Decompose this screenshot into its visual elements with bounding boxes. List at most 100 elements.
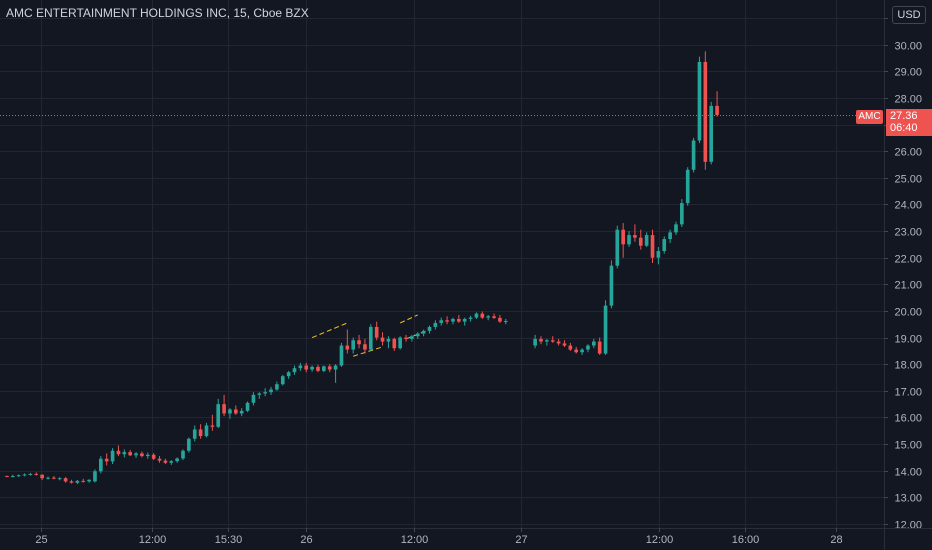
candle-body: [310, 366, 314, 370]
candle-body: [257, 393, 262, 395]
candle-body: [169, 461, 174, 463]
candle-body: [163, 460, 168, 463]
candle-up: [169, 460, 174, 465]
candle-body: [621, 229, 625, 245]
candle-body: [75, 480, 80, 483]
candle-body: [81, 480, 86, 482]
y-tick-label: 30.00: [894, 41, 922, 53]
candle-up: [451, 317, 455, 325]
candle-body: [145, 454, 150, 457]
candle-down: [392, 337, 397, 351]
y-tick-label: 18.00: [894, 360, 922, 372]
y-tick-label: 22.00: [894, 254, 922, 266]
candle-body: [421, 330, 426, 334]
candle-down: [633, 224, 637, 242]
candle-up: [298, 362, 303, 371]
candle-up: [503, 318, 508, 325]
candle-up: [275, 381, 279, 391]
candle-up: [462, 317, 467, 326]
candle-body: [69, 481, 74, 483]
y-tick-label: 15.00: [894, 440, 922, 452]
candle-down: [568, 342, 573, 351]
candle-up: [662, 236, 667, 254]
candle-body: [415, 333, 420, 337]
candle-body: [597, 341, 602, 354]
candle-body: [545, 340, 549, 342]
candle-up: [99, 456, 103, 474]
candle-body: [656, 251, 661, 258]
candle-body: [304, 365, 309, 370]
candle-down: [234, 405, 238, 415]
candle-body: [533, 338, 537, 346]
price-axis[interactable]: 12.00 13.00 14.00 15.00 16.00 17.00 18.00 19.00…: [884, 0, 922, 550]
candle-body: [327, 366, 332, 370]
candle-body: [275, 384, 279, 390]
candle-up: [333, 364, 338, 383]
time-axis[interactable]: 25 12:00 15:30 26 12:00 27 12:00 16:00 28: [0, 528, 932, 546]
candle-body: [87, 479, 91, 482]
grid-layer: [0, 0, 884, 528]
candle-body: [357, 340, 361, 345]
candle-down: [621, 223, 625, 258]
candle-body: [52, 477, 56, 479]
candle-body: [556, 341, 561, 344]
candle-up: [10, 474, 15, 478]
pattern-line: [399, 314, 418, 324]
candle-body: [245, 402, 250, 411]
y-tick-label: 23.00: [894, 227, 922, 239]
candle-body: [451, 318, 455, 322]
chart-title: AMC ENTERTAINMENT HOLDINGS INC, 15, Cboe…: [6, 6, 309, 20]
candle-up: [251, 392, 256, 406]
candle-down: [574, 346, 579, 354]
candle-down: [638, 229, 643, 250]
candle-up: [87, 479, 91, 483]
candle-down: [597, 337, 602, 355]
candle-up: [187, 437, 191, 453]
y-tick-label: 25.00: [894, 174, 922, 186]
candle-layer: [5, 51, 719, 485]
candle-body: [10, 476, 15, 478]
candle-body: [46, 477, 50, 479]
candle-up: [603, 300, 608, 355]
candle-body: [292, 368, 297, 373]
candle-body: [16, 475, 21, 477]
x-tick-label: 12:00: [646, 534, 674, 546]
candle-body: [609, 265, 614, 306]
candle-body: [128, 452, 132, 456]
candle-body: [316, 366, 320, 371]
candle-body: [668, 232, 672, 240]
candle-body: [715, 105, 719, 115]
bar-countdown: 06:40: [886, 121, 932, 136]
candle-body: [151, 454, 156, 459]
candle-body: [562, 343, 567, 346]
candle-up: [627, 231, 631, 248]
candle-up: [292, 365, 297, 375]
candle-up: [75, 480, 80, 485]
candle-up: [122, 449, 127, 458]
candle-body: [550, 340, 555, 342]
candle-body: [462, 318, 467, 322]
candle-up: [691, 137, 696, 173]
candle-up: [16, 474, 21, 477]
candle-down: [198, 424, 203, 439]
candle-up: [421, 329, 426, 337]
candle-body: [239, 410, 244, 414]
candle-up: [339, 342, 344, 367]
currency-button[interactable]: USD: [892, 6, 926, 24]
candle-body: [175, 458, 179, 462]
candle-body: [427, 326, 432, 331]
x-tick-label: 25: [35, 534, 47, 546]
candle-body: [63, 478, 68, 482]
candle-down: [5, 475, 9, 478]
candle-down: [316, 364, 320, 373]
candle-up: [709, 101, 714, 165]
candle-body: [380, 337, 385, 342]
y-tick-label: 29.00: [894, 67, 922, 79]
candle-body: [187, 438, 191, 451]
candle-up: [280, 374, 285, 386]
candle-body: [298, 365, 303, 369]
candle-body: [480, 313, 485, 318]
candle-body: [703, 61, 708, 162]
